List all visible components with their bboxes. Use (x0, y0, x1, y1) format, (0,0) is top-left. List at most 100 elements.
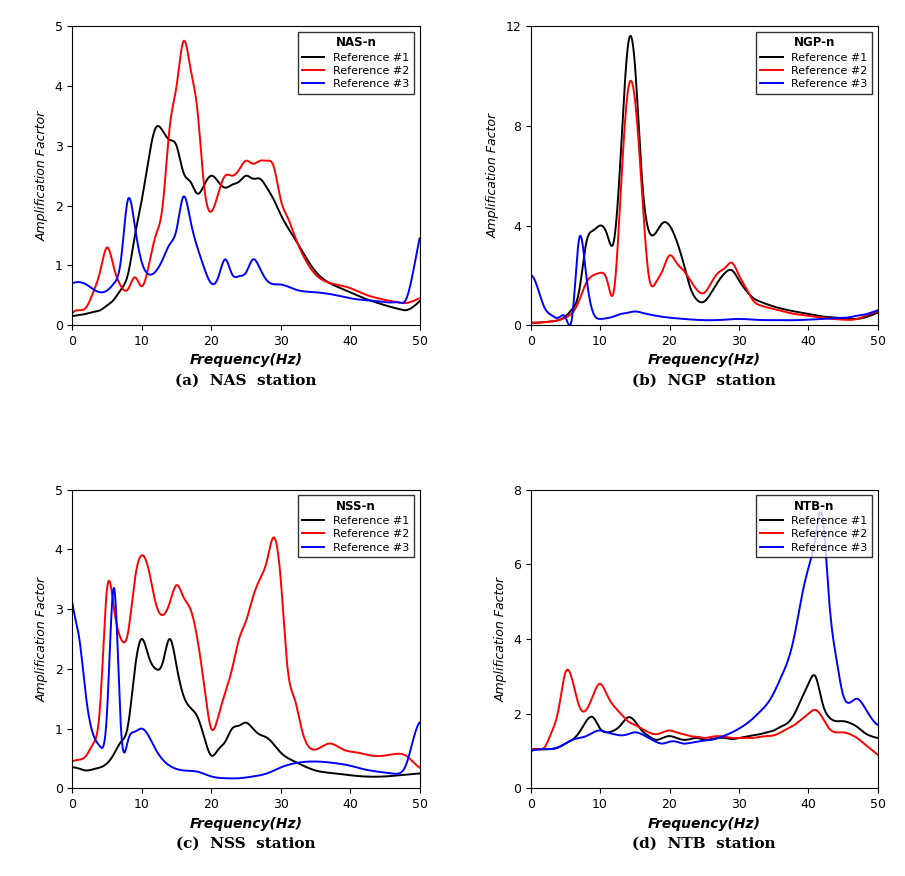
Line: Reference #2: Reference #2 (72, 41, 420, 314)
Reference #3 (678, 738, 689, 749)
Reference #1 (525, 745, 536, 756)
Reference #1 (525, 317, 536, 328)
Reference #3 (796, 593, 807, 604)
Reference #3 (802, 566, 813, 576)
X-axis label: Frequency(Hz): Frequency(Hz) (189, 816, 302, 830)
Reference #1 (152, 121, 163, 131)
Reference #1 (625, 31, 636, 41)
Reference #1 (102, 758, 113, 768)
Reference #3 (208, 772, 219, 782)
Reference #3 (220, 254, 231, 265)
Y-axis label: Amplification Facrtor: Amplification Facrtor (36, 110, 49, 241)
Reference #2 (803, 310, 814, 321)
Reference #3 (679, 314, 690, 324)
Line: Reference #1: Reference #1 (72, 126, 420, 316)
Reference #3 (525, 745, 536, 756)
Line: Reference #1: Reference #1 (530, 675, 878, 751)
Reference #2 (872, 307, 883, 317)
Reference #1 (764, 726, 775, 737)
Line: Reference #2: Reference #2 (530, 81, 878, 322)
Reference #1 (369, 772, 380, 782)
Reference #3 (414, 717, 425, 728)
Reference #3 (561, 314, 572, 324)
Reference #2 (102, 578, 113, 589)
Reference #3 (102, 285, 113, 295)
Reference #3 (815, 506, 826, 517)
Reference #3 (666, 313, 677, 323)
Reference #3 (109, 583, 119, 593)
Reference #3 (872, 305, 883, 315)
Legend: Reference #1, Reference #2, Reference #3: Reference #1, Reference #2, Reference #3 (298, 32, 414, 94)
Line: Reference #1: Reference #1 (530, 36, 878, 322)
Reference #1 (666, 224, 677, 235)
Reference #1 (872, 307, 883, 318)
Reference #2 (764, 731, 775, 741)
Line: Reference #2: Reference #2 (530, 669, 878, 755)
Reference #3 (764, 696, 775, 706)
Reference #1 (765, 300, 776, 310)
Reference #1 (220, 182, 231, 193)
Reference #1 (306, 260, 317, 271)
Reference #2 (414, 293, 425, 303)
Reference #2 (268, 532, 279, 542)
Reference #2 (872, 750, 883, 760)
Line: Reference #3: Reference #3 (72, 588, 420, 779)
Reference #2 (803, 709, 814, 719)
X-axis label: Frequency(Hz): Frequency(Hz) (648, 353, 761, 367)
Reference #1 (67, 762, 78, 773)
X-axis label: Frequency(Hz): Frequency(Hz) (189, 353, 302, 367)
Reference #2 (344, 746, 355, 757)
Reference #3 (178, 191, 189, 201)
Reference #1 (666, 731, 677, 741)
Text: (a)  NAS  station: (a) NAS station (176, 373, 317, 387)
Reference #2 (525, 317, 536, 328)
Reference #1 (414, 296, 425, 307)
Reference #1 (344, 770, 355, 781)
Y-axis label: Amplification Factor: Amplification Factor (494, 576, 508, 702)
Reference #3 (338, 292, 349, 302)
Reference #2 (306, 744, 317, 754)
Y-axis label: Amplification Factor: Amplification Factor (487, 113, 500, 238)
Reference #1 (67, 311, 78, 321)
Reference #2 (561, 312, 572, 322)
Reference #2 (625, 75, 636, 86)
Reference #3 (575, 230, 586, 241)
Reference #2 (207, 725, 218, 736)
Legend: Reference #1, Reference #2, Reference #3: Reference #1, Reference #2, Reference #3 (298, 495, 414, 557)
Reference #1 (102, 300, 113, 310)
Reference #1 (803, 308, 814, 319)
Text: (b)  NGP  station: (b) NGP station (633, 373, 776, 387)
Reference #2 (338, 281, 349, 292)
Reference #3 (345, 760, 356, 771)
Reference #2 (765, 303, 776, 314)
Reference #3 (67, 278, 78, 288)
Reference #1 (208, 171, 219, 181)
Reference #1 (306, 764, 317, 774)
Reference #2 (67, 756, 78, 766)
Reference #1 (165, 633, 176, 644)
Reference #3 (796, 314, 807, 325)
Line: Reference #3: Reference #3 (530, 236, 878, 325)
Reference #3 (227, 774, 238, 784)
Reference #2 (562, 664, 573, 675)
Reference #1 (561, 310, 572, 321)
Legend: Reference #1, Reference #2, Reference #3: Reference #1, Reference #2, Reference #3 (756, 32, 872, 94)
Reference #2 (179, 36, 190, 46)
Reference #3 (396, 298, 407, 308)
Reference #3 (67, 597, 78, 608)
Reference #2 (208, 203, 219, 214)
Reference #2 (796, 310, 807, 321)
Text: (c)  NSS  station: (c) NSS station (176, 837, 316, 851)
Reference #2 (561, 666, 572, 676)
Reference #3 (564, 320, 575, 330)
Reference #2 (306, 264, 317, 274)
Reference #2 (67, 308, 78, 319)
Reference #1 (872, 732, 883, 743)
Reference #3 (208, 279, 219, 289)
Reference #3 (220, 773, 231, 783)
Reference #3 (338, 759, 349, 770)
Reference #3 (525, 270, 536, 280)
Reference #3 (666, 736, 677, 746)
Reference #1 (796, 694, 807, 704)
Reference #3 (344, 293, 355, 303)
